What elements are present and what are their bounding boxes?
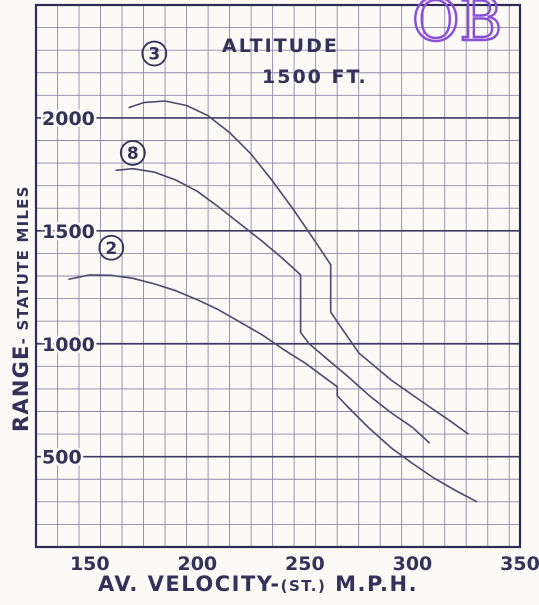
x-tick-label: 300 <box>393 553 433 575</box>
chart-series-labels: 3 8 2 <box>98 40 168 261</box>
y-tick-label: 1500 <box>42 221 95 243</box>
series-line-3 <box>128 100 469 435</box>
x-axis-title: AV. VELOCITY-(ST.) M.P.H. <box>98 572 418 596</box>
series-label-2: 2 <box>105 239 117 259</box>
series-label-circle <box>119 140 146 166</box>
altitude-annotation: ALTITUDE <box>222 35 339 57</box>
x-tick-label: 150 <box>70 553 110 575</box>
series-label-circle <box>141 40 168 67</box>
y-axis-title-main: RANGE <box>9 344 33 432</box>
x-axis-title-main: AV. VELOCITY- <box>98 572 281 596</box>
series-label-8: 8 <box>127 144 139 164</box>
series-line-8 <box>115 167 431 444</box>
altitude-value-annotation: 1500 FT. <box>262 66 368 88</box>
x-tick-label: 200 <box>177 553 217 575</box>
x-axis-title-suffix: M.P.H. <box>326 572 418 596</box>
y-tick-label: 500 <box>42 447 82 469</box>
y-tick-label: 1000 <box>42 334 95 356</box>
y-tick-label: 2000 <box>42 108 95 130</box>
series-label-circle <box>98 234 125 261</box>
series-line-2 <box>68 274 478 503</box>
x-tick-label: 250 <box>285 553 325 575</box>
plot-frame <box>34 3 522 549</box>
chart-grid <box>35 4 520 548</box>
chart-tick-labels: 150 200 250 300 350 500 1000 1500 2000 <box>40 105 539 575</box>
purple-stamp-mark: OB <box>412 0 502 54</box>
y-axis-title: RANGE- STATUTE MILES <box>9 185 33 432</box>
y-axis-title-rest: - STATUTE MILES <box>14 185 32 344</box>
chart-curves <box>68 100 478 503</box>
x-tick-label: 350 <box>500 553 539 575</box>
x-axis-title-unit: (ST.) <box>281 577 327 595</box>
series-label-3: 3 <box>148 45 160 65</box>
